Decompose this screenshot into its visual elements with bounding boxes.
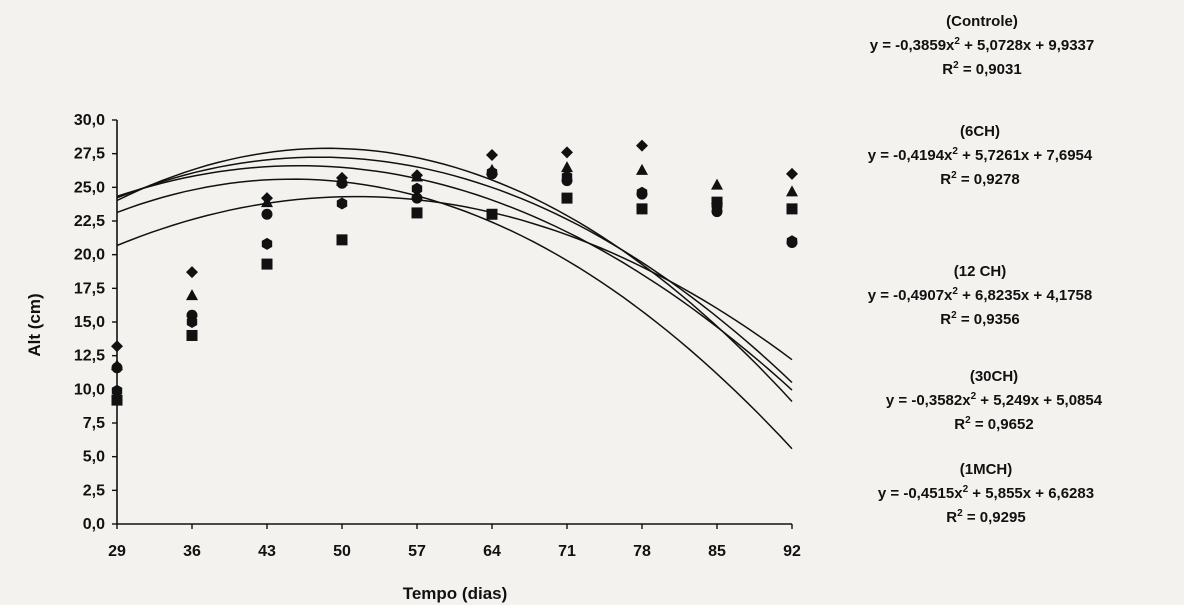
point-1mch-36 xyxy=(186,329,198,341)
equation-formula: y = -0,4194x2 + 5,7261x + 7,6954 xyxy=(867,146,1093,164)
point-controle-36 xyxy=(186,266,198,279)
point-controle-64 xyxy=(486,149,498,162)
x-tick-label: 29 xyxy=(108,543,126,560)
point-1mch-43 xyxy=(261,258,273,270)
point-30ch-64 xyxy=(486,166,498,179)
point-30ch-57 xyxy=(411,182,423,195)
x-tick-label: 36 xyxy=(183,543,201,560)
y-tick-label: 27,5 xyxy=(74,146,105,163)
trend-line-1mch xyxy=(116,178,793,450)
data-markers xyxy=(111,139,798,406)
trend-line-controle xyxy=(116,164,793,391)
y-tick-label: 25,0 xyxy=(74,179,105,196)
point-30ch-71 xyxy=(561,170,573,183)
point-controle-71 xyxy=(561,146,573,159)
y-tick-label: 20,0 xyxy=(74,247,105,264)
equation-formula: y = -0,4515x2 + 5,855x + 6,6283 xyxy=(877,484,1095,502)
equation-formula: y = -0,3859x2 + 5,0728x + 9,9337 xyxy=(869,36,1095,54)
equation-title: (30CH) xyxy=(969,368,1019,385)
equation-r2: R2 = 0,9295 xyxy=(946,508,1026,526)
equation-1mch: (1MCH) y = -0,4515x2 + 5,855x + 6,6283 R… xyxy=(796,460,1176,528)
point-6ch-43 xyxy=(261,196,273,208)
axes xyxy=(112,119,793,529)
point-30ch-29 xyxy=(111,384,123,397)
y-axis-title: Alt (cm) xyxy=(25,293,44,356)
y-tick-label: 2,5 xyxy=(83,482,105,499)
point-6ch-71 xyxy=(561,161,573,173)
point-30ch-36 xyxy=(186,316,198,328)
trend-line-30ch xyxy=(116,195,793,361)
equation-r2: R2 = 0,9652 xyxy=(954,415,1034,433)
equation-controle: (Controle) y = -0,3859x2 + 5,0728x + 9,9… xyxy=(792,12,1172,80)
equation-30ch: (30CH) y = -0,3582x2 + 5,249x + 5,0854 R… xyxy=(804,367,1184,435)
point-1mch-57 xyxy=(411,207,423,219)
x-axis-title: Tempo (dias) xyxy=(403,584,508,603)
equation-r2: R2 = 0,9031 xyxy=(942,60,1022,78)
point-12ch-57 xyxy=(411,192,423,204)
point-1mch-50 xyxy=(336,234,348,246)
point-30ch-50 xyxy=(336,197,348,210)
equation-title: (Controle) xyxy=(946,13,1018,30)
equation-formula: y = -0,4907x2 + 6,8235x + 4,1758 xyxy=(867,286,1093,304)
point-30ch-43 xyxy=(261,237,273,250)
equation-title: (12 CH) xyxy=(953,263,1007,280)
point-controle-92 xyxy=(786,167,798,180)
point-6ch-36 xyxy=(186,289,198,301)
trend-line-6ch xyxy=(116,156,793,384)
x-tick-label: 85 xyxy=(708,543,726,560)
y-tick-label: 30,0 xyxy=(74,112,105,129)
point-12ch-29 xyxy=(111,362,123,374)
equation-12ch: (12 CH) y = -0,4907x2 + 6,8235x + 4,1758… xyxy=(790,262,1170,330)
point-controle-29 xyxy=(111,340,123,353)
x-tick-label: 64 xyxy=(483,543,501,560)
y-tick-label: 15,0 xyxy=(74,314,105,331)
point-controle-78 xyxy=(636,139,648,152)
equation-6ch: (6CH) y = -0,4194x2 + 5,7261x + 7,6954 R… xyxy=(790,122,1170,190)
point-12ch-43 xyxy=(261,208,273,220)
point-6ch-92 xyxy=(786,185,798,197)
point-6ch-57 xyxy=(411,170,423,182)
point-1mch-71 xyxy=(561,192,573,204)
trend-lines xyxy=(116,147,793,450)
x-tick-label: 43 xyxy=(258,543,276,560)
equation-title: (6CH) xyxy=(960,123,1000,140)
point-6ch-78 xyxy=(636,163,648,175)
x-tick-label: 92 xyxy=(783,543,801,560)
point-12ch-50 xyxy=(336,177,348,189)
equation-formula: y = -0,3582x2 + 5,249x + 5,0854 xyxy=(885,391,1103,409)
y-tick-label: 22,5 xyxy=(74,213,105,230)
point-1mch-78 xyxy=(636,203,648,215)
x-tick-label: 78 xyxy=(633,543,651,560)
trend-line-12ch xyxy=(116,147,793,403)
y-tick-label: 10,0 xyxy=(74,381,105,398)
equation-r2: R2 = 0,9356 xyxy=(940,310,1020,328)
point-1mch-85 xyxy=(711,196,723,208)
x-tick-label: 71 xyxy=(558,543,576,560)
y-tick-label: 5,0 xyxy=(83,449,105,466)
y-tick-label: 0,0 xyxy=(83,516,105,533)
point-30ch-78 xyxy=(636,186,648,199)
equation-r2: R2 = 0,9278 xyxy=(940,170,1020,188)
point-1mch-64 xyxy=(486,208,498,220)
y-tick-label: 7,5 xyxy=(83,415,105,432)
point-1mch-92 xyxy=(786,203,798,215)
point-30ch-92 xyxy=(786,235,798,248)
y-tick-label: 12,5 xyxy=(74,348,105,365)
equation-title: (1MCH) xyxy=(959,461,1013,478)
point-6ch-85 xyxy=(711,178,723,190)
y-tick-label: 17,5 xyxy=(74,280,105,297)
point-1mch-29 xyxy=(111,394,123,406)
x-tick-label: 50 xyxy=(333,543,351,560)
x-tick-label: 57 xyxy=(408,543,426,560)
tick-labels: 0,0 2,5 5,0 7,5 10,0 12,5 15,0 17,5 20,0 22,5 25,0… xyxy=(74,112,801,560)
